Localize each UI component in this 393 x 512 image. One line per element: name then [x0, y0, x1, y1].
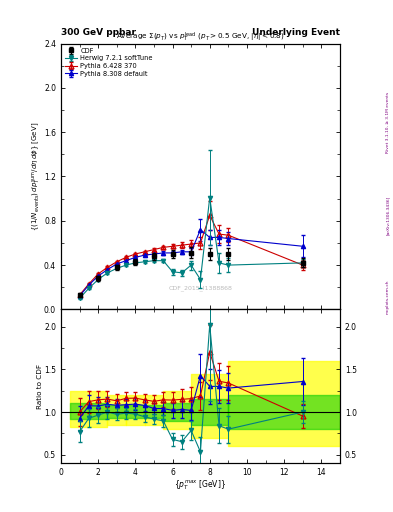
Legend: CDF, Herwig 7.2.1 softTune, Pythia 6.428 370, Pythia 8.308 default: CDF, Herwig 7.2.1 softTune, Pythia 6.428…: [64, 46, 154, 78]
Y-axis label: $\{(1/N_\mathrm{events})\,dp_T^\mathrm{sum}/d\eta\,d\phi\}$ [GeV]: $\{(1/N_\mathrm{events})\,dp_T^\mathrm{s…: [31, 122, 42, 231]
X-axis label: $\{p_T^{max}$ [GeV]$\}$: $\{p_T^{max}$ [GeV]$\}$: [174, 479, 226, 492]
Text: 300 GeV ppbar: 300 GeV ppbar: [61, 28, 136, 37]
Text: mcplots.cern.ch: mcplots.cern.ch: [386, 280, 390, 314]
Text: [arXiv:1306.3436]: [arXiv:1306.3436]: [386, 196, 390, 234]
Text: Rivet 3.1.10, ≥ 3.1M events: Rivet 3.1.10, ≥ 3.1M events: [386, 92, 390, 154]
Title: Average $\Sigma(p_T)$ vs $p_T^\mathrm{lead}$ ($p_T > 0.5$ GeV, $|\eta| < 0.8$): Average $\Sigma(p_T)$ vs $p_T^\mathrm{le…: [116, 30, 285, 44]
Text: CDF_2015_I1388868: CDF_2015_I1388868: [169, 285, 232, 291]
Text: Underlying Event: Underlying Event: [252, 28, 340, 37]
Y-axis label: Ratio to CDF: Ratio to CDF: [37, 364, 42, 409]
